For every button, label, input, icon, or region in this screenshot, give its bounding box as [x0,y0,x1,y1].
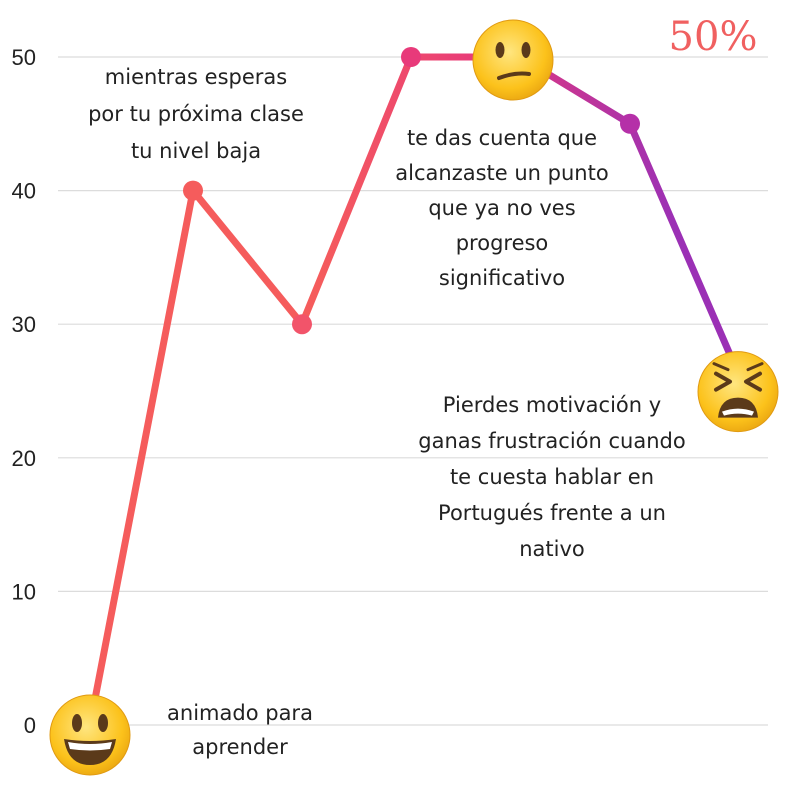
y-tick-label: 40 [12,179,36,204]
grinning-face-icon [49,694,131,776]
annotation-line: Portugués frente a un [438,501,666,525]
data-point [620,113,640,134]
annotation-line: nativo [519,537,585,561]
annotation-line: progreso [456,231,549,255]
y-tick-label: 50 [12,45,36,70]
annotation: mientras esperas por tu próxima clase tu n… [88,65,304,163]
annotation-line: alcanzaste un punto [395,161,608,185]
annotation-line: animado para [167,701,313,725]
annotation-line: mientras esperas [105,65,287,89]
y-axis: 0 10 20 30 40 50 [12,45,36,738]
y-tick-label: 30 [12,312,36,337]
data-point [292,314,312,335]
percentage-badge: 50% [669,14,758,60]
annotation: te das cuenta que alcanzaste un punto que … [395,126,608,290]
tired-face-icon [697,351,779,433]
annotation-line: Pierdes motivación y [443,393,661,417]
annotations: animado para aprender mientras esperas por … [88,65,686,759]
annotation: animado para aprender [167,701,313,759]
confused-face-icon [472,19,554,101]
annotation-line: significativo [439,266,565,290]
emoji-markers [49,19,779,776]
y-tick-label: 0 [24,713,36,738]
data-point [401,47,421,67]
y-tick-label: 20 [12,446,36,471]
annotation-line: por tu próxima clase [88,102,304,126]
data-points [183,47,640,335]
annotation-line: te cuesta hablar en [450,465,654,489]
annotation-line: te das cuenta que [407,126,597,150]
data-point [183,180,203,201]
annotation: Pierdes motivación y ganas frustración cu… [418,393,685,561]
annotation-line: ganas frustración cuando [418,429,685,453]
annotation-line: que ya no ves [428,196,575,220]
annotation-line: aprender [192,735,288,759]
y-tick-label: 10 [12,579,36,604]
annotation-line: tu nivel baja [131,139,261,163]
